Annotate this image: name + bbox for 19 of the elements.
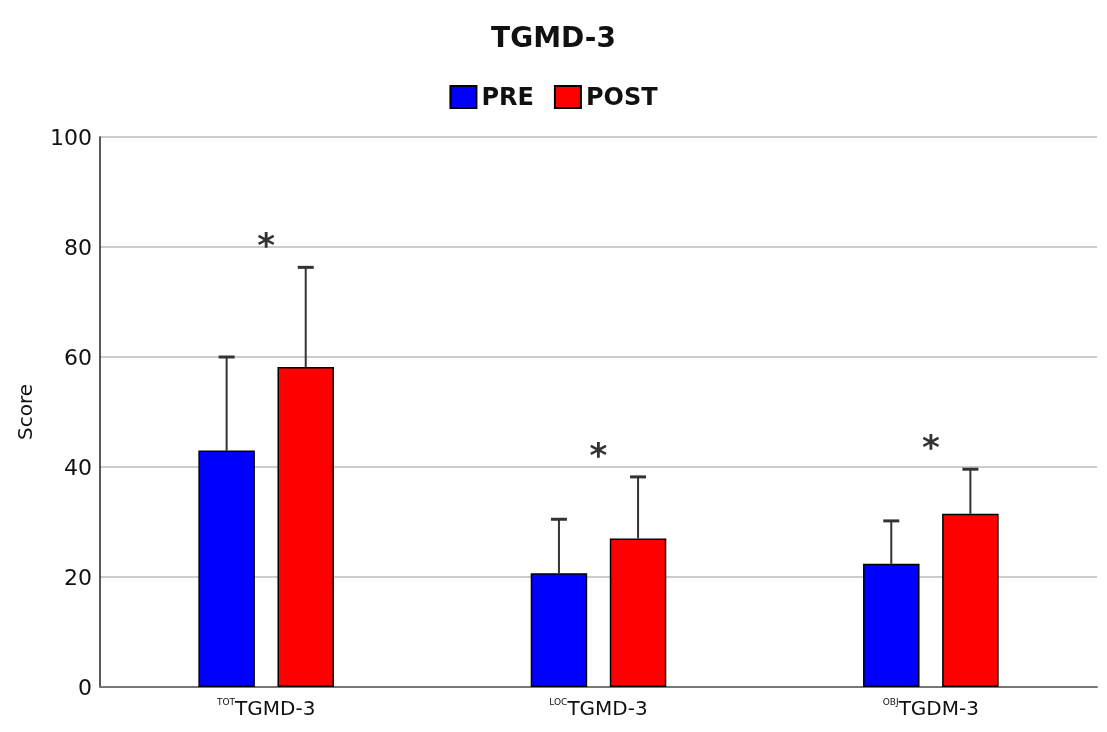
y-tick-label: 0 — [78, 674, 92, 700]
y-tick-label: 20 — [64, 564, 92, 590]
y-tick-label: 60 — [64, 344, 92, 370]
y-tick-label: 100 — [50, 124, 92, 150]
bar — [863, 563, 920, 687]
bar — [942, 513, 999, 687]
bar — [277, 366, 334, 687]
bar — [198, 450, 255, 687]
y-tick-label: 80 — [64, 234, 92, 260]
chart-title: TGMD-3 — [491, 20, 616, 54]
legend-label: POST — [585, 83, 659, 111]
bar — [530, 573, 588, 687]
y-tick-label: 40 — [64, 454, 92, 480]
annotation: * — [589, 434, 608, 475]
annotation: * — [257, 225, 276, 266]
bar — [609, 538, 667, 687]
y-axis-title: Score — [13, 383, 37, 441]
annotation: * — [921, 427, 940, 468]
legend-label: PRE — [481, 83, 534, 111]
